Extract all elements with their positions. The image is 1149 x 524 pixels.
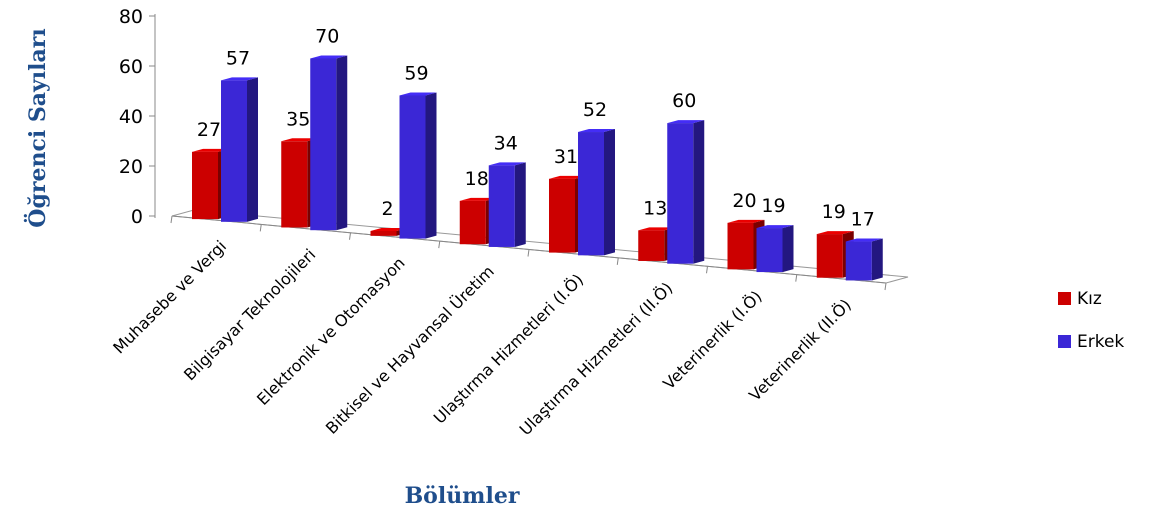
data-label-kiz: 20 bbox=[732, 190, 756, 212]
data-label-kiz: 13 bbox=[643, 197, 667, 219]
data-label-erkek: 60 bbox=[672, 90, 696, 112]
bar-erkek bbox=[578, 129, 615, 256]
legend-label-kiz: Kız bbox=[1077, 289, 1102, 309]
bar-kiz bbox=[549, 175, 586, 253]
data-label-kiz: 18 bbox=[465, 168, 489, 190]
data-label-kiz: 27 bbox=[197, 119, 221, 141]
data-label-erkek: 57 bbox=[226, 47, 250, 69]
bar-erkek bbox=[310, 55, 348, 231]
y-tick-label: 20 bbox=[119, 156, 143, 178]
y-tick-label: 60 bbox=[119, 56, 143, 78]
bar-erkek bbox=[399, 92, 437, 239]
data-label-erkek: 19 bbox=[761, 195, 785, 217]
y-tick-label: 80 bbox=[119, 6, 143, 28]
legend-swatch-erkek bbox=[1058, 335, 1071, 348]
category-label: Bitkisel ve Hayvansal Üretim bbox=[322, 262, 498, 438]
y-axis-title: Öğrenci Sayıları bbox=[23, 28, 51, 227]
legend-label-erkek: Erkek bbox=[1077, 332, 1124, 352]
bar-erkek bbox=[756, 225, 794, 273]
bar-erkek bbox=[667, 120, 705, 264]
data-label-erkek: 70 bbox=[315, 25, 339, 47]
legend-swatch-kiz bbox=[1058, 292, 1071, 305]
y-tick-label: 40 bbox=[119, 106, 143, 128]
category-label: Veterinerlik (II.Ö) bbox=[745, 295, 855, 405]
bar-erkek bbox=[845, 238, 883, 281]
data-label-erkek: 17 bbox=[851, 209, 875, 231]
y-tick-label: 0 bbox=[131, 206, 143, 228]
data-label-erkek: 59 bbox=[404, 62, 428, 84]
data-label-kiz: 35 bbox=[286, 108, 310, 130]
x-axis-title: Bölümler bbox=[405, 483, 520, 509]
bar-erkek bbox=[488, 162, 526, 247]
bar-erkek bbox=[221, 77, 258, 222]
legend: Kız Erkek bbox=[1058, 289, 1124, 352]
data-label-erkek: 52 bbox=[583, 99, 607, 121]
data-label-erkek: 34 bbox=[494, 132, 518, 154]
y-axis: 0 20 40 60 80 bbox=[119, 6, 156, 228]
data-label-kiz: 31 bbox=[554, 146, 578, 168]
data-label-kiz: 19 bbox=[822, 201, 846, 223]
category-label: Ulaştırma Hizmetleri (II.Ö) bbox=[516, 278, 677, 439]
data-label-kiz: 2 bbox=[381, 198, 393, 220]
category-label: Veterinerlik (I.Ö) bbox=[659, 287, 765, 393]
